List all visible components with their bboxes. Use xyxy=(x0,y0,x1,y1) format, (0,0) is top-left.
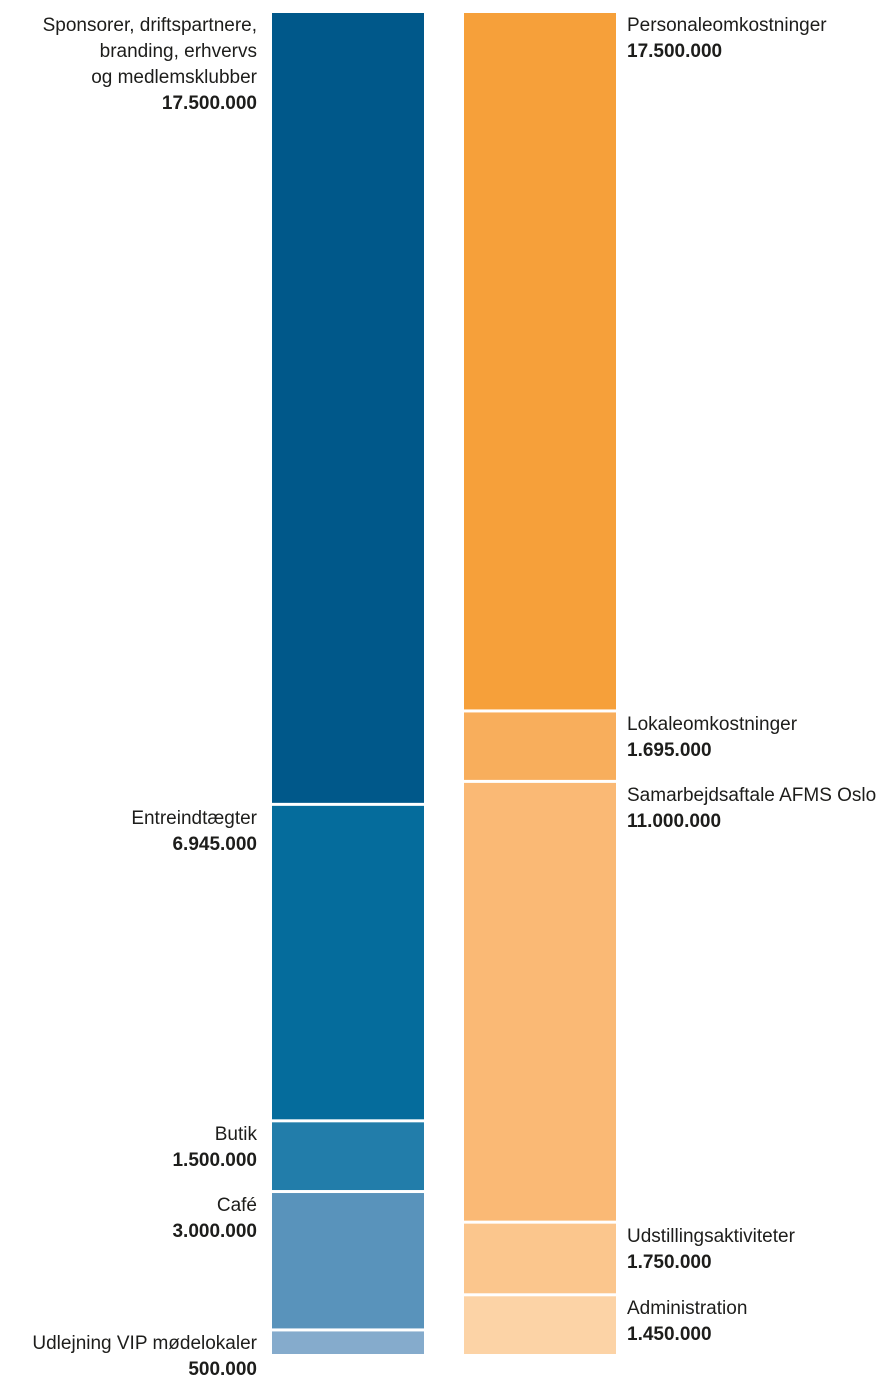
segment-label: Café 3.000.000 xyxy=(172,1193,257,1245)
segment-value: 1.500.000 xyxy=(172,1150,257,1172)
segment-label-text: Udstillingsaktiviteter xyxy=(627,1225,795,1247)
bar-segment xyxy=(272,1122,424,1191)
segment-label: Udstillingsaktiviteter 1.750.000 xyxy=(627,1224,795,1276)
bar-segment xyxy=(464,712,616,780)
segment-label-text: branding, erhvervs xyxy=(99,41,257,62)
segment-value: 1.695.000 xyxy=(627,740,712,762)
bar-segment xyxy=(464,13,616,710)
segment-value: 17.500.000 xyxy=(627,41,723,62)
bar-segment xyxy=(464,782,616,1221)
segment-label-text: Café xyxy=(216,1195,257,1217)
segment-label-text: Entreindtægter xyxy=(131,807,257,829)
stacked-bar-chart xyxy=(272,13,616,1354)
segment-value: 3.000.000 xyxy=(172,1221,257,1243)
bar-segment xyxy=(272,1193,424,1329)
bar-segment xyxy=(464,1296,616,1354)
segment-label-text: Administration xyxy=(627,1298,748,1320)
segment-value: 500.000 xyxy=(188,1359,257,1381)
segment-value: 6.945.000 xyxy=(172,833,257,855)
bar-segment xyxy=(464,1223,616,1294)
segment-label: Sponsorer, driftspartnere, branding, erhv… xyxy=(43,13,257,117)
segment-value: 1.750.000 xyxy=(627,1251,712,1273)
segment-value: 17.500.000 xyxy=(161,93,257,114)
segment-label: Lokaleomkostninger 1.695.000 xyxy=(627,712,797,764)
segment-label-text: og medlemsklubber xyxy=(91,67,257,88)
segment-value: 1.450.000 xyxy=(627,1324,712,1346)
bar-segment xyxy=(272,13,424,803)
segment-label-text: Samarbejdsaftale AFMS Oslo xyxy=(627,784,877,806)
bar-segment xyxy=(272,1331,424,1354)
segment-label: Samarbejdsaftale AFMS Oslo 11.000.000 xyxy=(627,783,876,835)
segment-label-text: Butik xyxy=(214,1124,257,1146)
segment-label: Personaleomkostninger 17.500.000 xyxy=(627,13,827,65)
segment-label: Udlejning VIP mødelokaler 500.000 xyxy=(32,1331,257,1383)
segment-label: Entreindtægter 6.945.000 xyxy=(131,806,257,858)
segment-label-text: Sponsorer, driftspartnere, xyxy=(42,15,257,36)
segment-label: Administration 1.450.000 xyxy=(627,1296,747,1348)
segment-label-text: Personaleomkostninger xyxy=(627,15,827,36)
segment-label-text: Lokaleomkostninger xyxy=(627,714,798,736)
segment-label: Butik 1.500.000 xyxy=(172,1122,257,1174)
bar-segment xyxy=(272,805,424,1120)
segment-label-text: Udlejning VIP mødelokaler xyxy=(32,1333,257,1355)
segment-value: 11.000.000 xyxy=(627,810,722,832)
